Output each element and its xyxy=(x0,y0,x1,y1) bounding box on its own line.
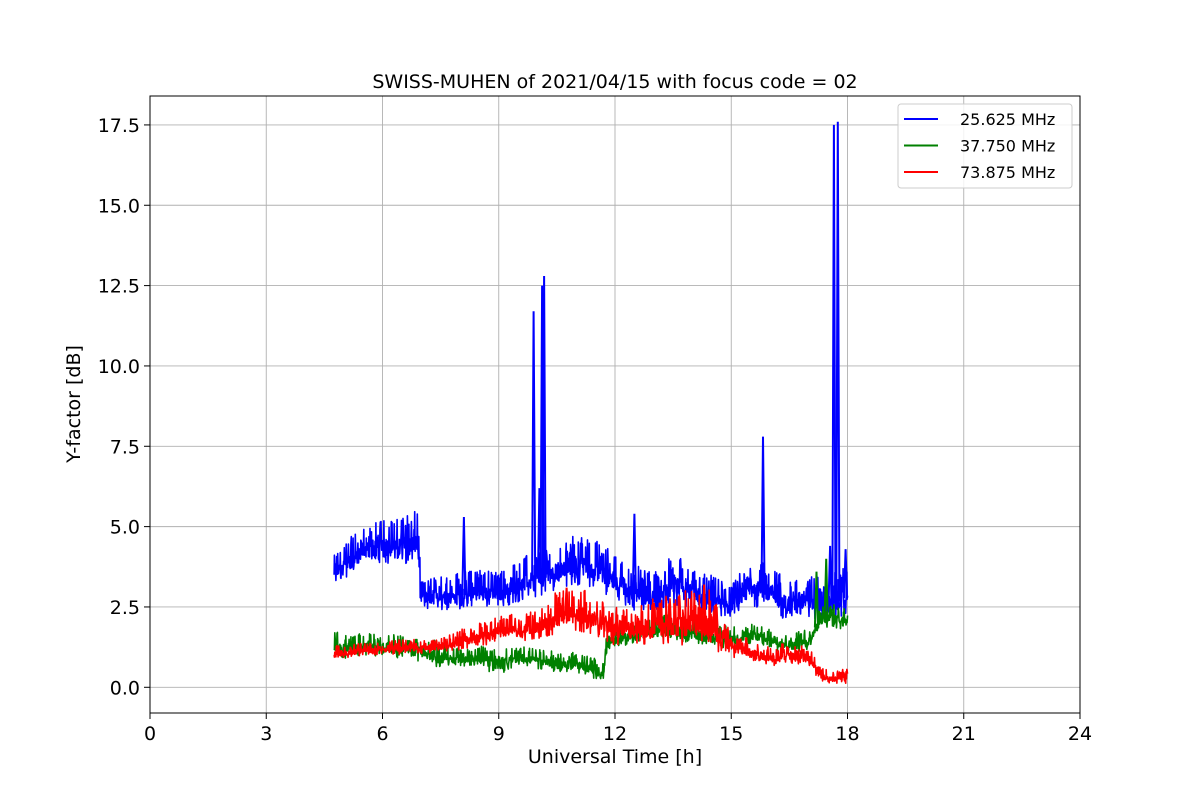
y-tick-label: 17.5 xyxy=(98,115,140,137)
series-spike xyxy=(813,571,819,628)
x-tick-label: 21 xyxy=(952,723,976,745)
y-tick-label: 0.0 xyxy=(110,677,140,699)
series-spike xyxy=(564,587,570,616)
series-spike xyxy=(823,558,829,620)
x-axis-label: Universal Time [h] xyxy=(528,746,702,768)
series-spike xyxy=(835,121,841,602)
x-tick-label: 15 xyxy=(719,723,743,745)
plot-series xyxy=(333,121,849,684)
series-spike xyxy=(831,124,837,603)
series-spike xyxy=(631,513,637,595)
series-0 xyxy=(333,121,849,623)
y-axis-label: Y-factor [dB] xyxy=(63,345,85,464)
x-tick-label: 6 xyxy=(376,723,388,745)
series-spike xyxy=(531,311,537,581)
y-tick-label: 10.0 xyxy=(98,356,140,378)
x-tick-label: 3 xyxy=(260,723,272,745)
legend-box xyxy=(897,103,1073,189)
series-spike xyxy=(760,436,766,592)
series-spike xyxy=(843,549,849,599)
ticks: 0 3 6 9 12 15 18 21 24 0.0 2.5 5.0 7.5 10.0 12.5 15.0 17… xyxy=(98,115,1092,745)
series-2 xyxy=(333,584,849,684)
x-tick-label: 9 xyxy=(493,723,505,745)
legend: 25.625 MHz 37.750 MHz 73.875 MHz xyxy=(897,103,1073,189)
legend-label: 25.625 MHz xyxy=(960,110,1055,129)
series-spike xyxy=(541,275,547,577)
chart-title: SWISS-MUHEN of 2021/04/15 with focus cod… xyxy=(372,71,857,93)
legend-label: 73.875 MHz xyxy=(960,163,1055,182)
series-line xyxy=(333,589,849,684)
y-tick-label: 2.5 xyxy=(110,597,140,619)
series-spike xyxy=(701,584,707,625)
x-tick-label: 0 xyxy=(144,723,156,745)
series-spike xyxy=(461,516,467,596)
y-tick-label: 7.5 xyxy=(110,436,140,458)
y-tick-label: 5.0 xyxy=(110,517,140,539)
y-tick-label: 12.5 xyxy=(98,276,140,298)
legend-label: 37.750 MHz xyxy=(960,137,1055,156)
x-tick-label: 18 xyxy=(835,723,859,745)
x-tick-label: 24 xyxy=(1068,723,1092,745)
series-spike xyxy=(827,545,833,605)
y-tick-label: 15.0 xyxy=(98,195,140,217)
x-tick-label: 12 xyxy=(603,723,627,745)
